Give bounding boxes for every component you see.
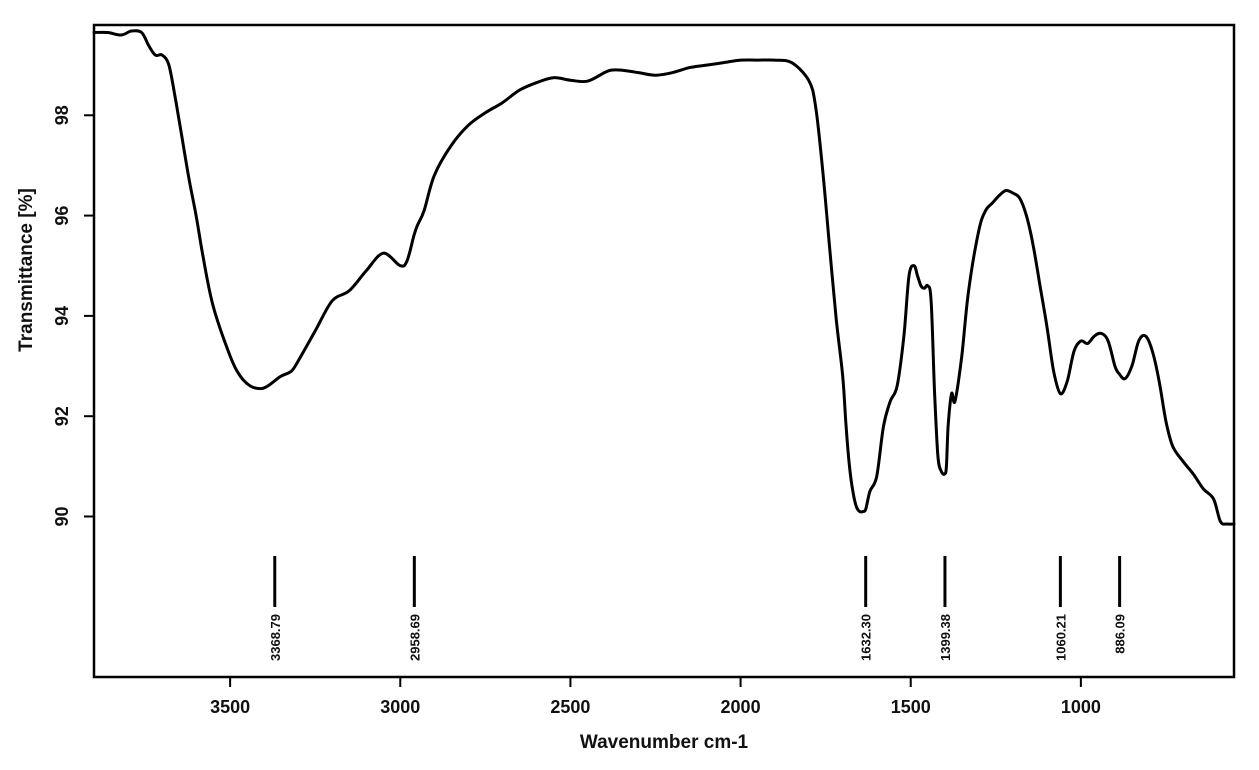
peak-label: 1399.38 [938, 614, 953, 661]
plot-frame [92, 23, 1236, 679]
series-line [92, 29, 1236, 526]
peak-label: 2958.69 [407, 614, 422, 661]
peak-label: 3368.79 [268, 614, 283, 661]
y-axis-title: Transmittance [%] [16, 188, 37, 352]
peak-label: 1060.21 [1053, 614, 1068, 661]
x-tick-label: 3000 [380, 697, 420, 717]
x-axis: 3500 3000 2500 2000 1500 1000 [210, 677, 1101, 717]
y-tick-label: 94 [52, 306, 72, 326]
x-tick-label: 1000 [1061, 697, 1101, 717]
y-axis: 90 92 94 96 98 [52, 105, 94, 527]
x-tick-label: 1500 [891, 697, 931, 717]
y-tick-label: 90 [52, 506, 72, 526]
x-axis-title: Wavenumber cm-1 [580, 732, 749, 753]
x-tick-label: 2500 [550, 697, 590, 717]
y-tick-label: 92 [52, 406, 72, 426]
peak-markers: 3368.79 2958.69 1632.30 1399.38 1060.21 886.0… [268, 556, 1128, 661]
peak-label: 886.09 [1113, 614, 1128, 654]
y-tick-label: 98 [52, 105, 72, 125]
y-tick-label: 96 [52, 206, 72, 226]
peak-label: 1632.30 [859, 614, 874, 661]
x-tick-label: 2000 [721, 697, 761, 717]
x-tick-label: 3500 [210, 697, 250, 717]
